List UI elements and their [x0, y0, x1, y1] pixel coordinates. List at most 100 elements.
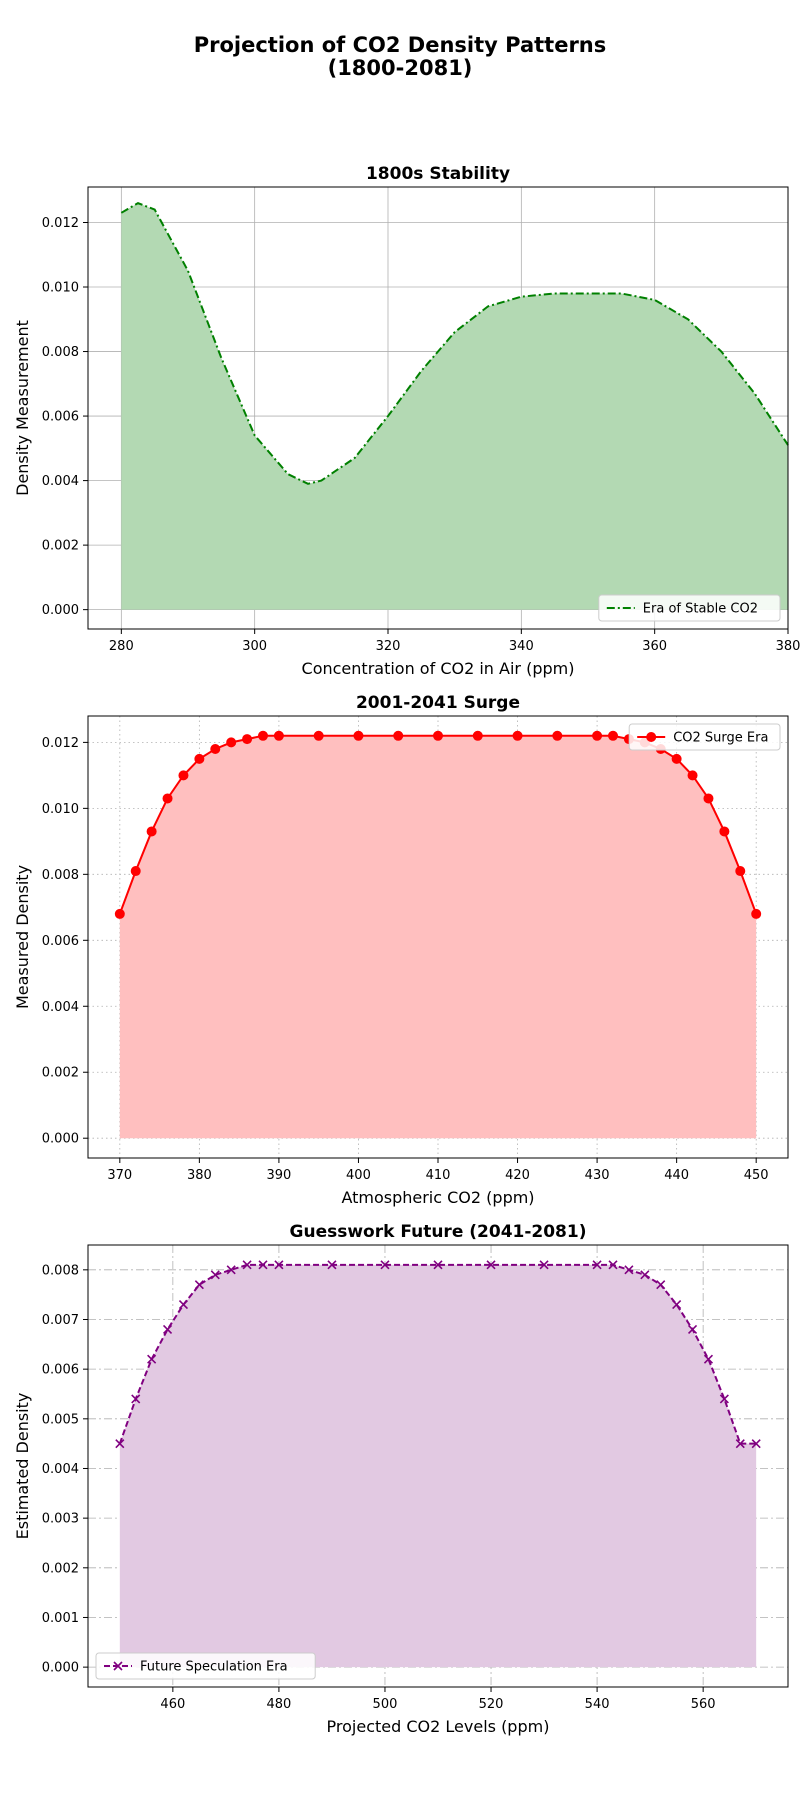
legend: Era of Stable CO2: [598, 594, 781, 622]
data-point: [687, 1324, 698, 1334]
data-point: [592, 730, 603, 741]
y-tick-label: 0.000: [42, 1132, 79, 1147]
x-axis-label: Concentration of CO2 in Air (ppm): [302, 659, 575, 678]
data-point: [539, 1260, 549, 1270]
y-tick-label: 0.004: [42, 1462, 79, 1477]
legend-marker: [113, 1661, 123, 1671]
x-tick-label: 370: [107, 1168, 132, 1183]
y-tick-label: 0.012: [42, 736, 79, 751]
x-tick-label: 460: [160, 1697, 185, 1712]
legend-marker: [646, 732, 657, 742]
data-point: [131, 1394, 141, 1404]
data-point: [274, 1260, 284, 1270]
y-tick-label: 0.002: [42, 539, 79, 554]
x-tick-label: 420: [505, 1168, 530, 1183]
x-tick-label: 340: [509, 639, 534, 654]
y-tick-label: 0.006: [42, 1363, 79, 1378]
x-tick-label: 300: [242, 639, 267, 654]
y-tick-label: 0.000: [42, 1661, 79, 1676]
data-point: [486, 1260, 496, 1270]
data-point: [719, 826, 730, 837]
data-point: [735, 866, 746, 877]
legend-label: Era of Stable CO2: [643, 602, 758, 617]
data-point: [671, 753, 682, 764]
figure-title-line2: (1800-2081): [328, 56, 473, 80]
y-axis-label: Measured Density: [13, 865, 32, 1009]
x-tick-label: 480: [266, 1697, 291, 1712]
data-point: [226, 1265, 236, 1275]
data-point: [258, 1260, 268, 1270]
x-tick-label: 280: [109, 639, 134, 654]
data-point: [552, 730, 563, 741]
series-line: [118, 1263, 757, 1445]
chart-panel-2: 2001-2041 Surge 370 380 390 400 410 420 430 440 4…: [13, 693, 789, 1207]
data-point: [178, 1300, 189, 1310]
legend-label: CO2 Surge Era: [673, 731, 768, 746]
series-area-fill: [121, 203, 788, 610]
data-point: [735, 1439, 745, 1449]
legend-label: Future Speculation Era: [140, 1660, 288, 1675]
legend-box: [598, 594, 781, 622]
x-tick-label: 380: [776, 639, 800, 654]
x-tick-label: 560: [691, 1697, 716, 1712]
chart-panel-1: 1800s Stability 280 300 320 340 360 380 0.000 0.…: [13, 164, 800, 678]
y-tick-label: 0.002: [42, 1066, 79, 1081]
y-axis-label: Density Measurement: [13, 320, 32, 496]
data-point: [130, 866, 141, 877]
data-point: [472, 730, 483, 741]
chart-panels: 1800s Stability 280 300 320 340 360 380 0.000 0.…: [13, 164, 800, 1736]
x-tick-label: 390: [266, 1168, 291, 1183]
data-point: [273, 730, 284, 741]
series-area-fill: [119, 735, 757, 1139]
panel-title: 1800s Stability: [366, 164, 510, 184]
legend: CO2 Surge Era: [628, 723, 781, 751]
data-point: [210, 743, 221, 754]
x-tick-label: 520: [479, 1697, 504, 1712]
data-point: [719, 1394, 729, 1404]
x-tick-label: 430: [585, 1168, 610, 1183]
y-tick-label: 0.003: [42, 1512, 79, 1527]
data-point: [313, 730, 324, 741]
data-point: [433, 730, 443, 741]
x-tick-label: 410: [426, 1168, 451, 1183]
data-point: [608, 730, 618, 741]
data-point: [146, 826, 157, 837]
x-tick-label: 500: [373, 1697, 398, 1712]
data-point: [656, 1280, 666, 1290]
data-point: [327, 1260, 337, 1270]
x-axis-label: Projected CO2 Levels (ppm): [327, 1717, 550, 1736]
data-point: [751, 1439, 761, 1449]
axes-frame: [87, 186, 789, 630]
data-point: [210, 1270, 220, 1280]
y-tick-label: 0.006: [42, 934, 79, 949]
y-tick-label: 0.006: [42, 410, 79, 425]
legend-box: [95, 1652, 316, 1680]
x-tick-label: 440: [664, 1168, 689, 1183]
data-point: [640, 1270, 650, 1280]
y-tick-label: 0.004: [42, 474, 79, 489]
data-point: [242, 1260, 252, 1270]
x-tick-label: 400: [346, 1168, 371, 1183]
data-point: [687, 770, 698, 781]
x-axis-label: Atmospheric CO2 (ppm): [341, 1188, 534, 1207]
data-point: [242, 734, 253, 745]
data-point: [115, 1439, 125, 1449]
figure-title-line1: Projection of CO2 Density Patterns: [194, 33, 607, 57]
data-point: [194, 753, 205, 764]
series-area-fill: [119, 1264, 757, 1668]
data-point: [512, 730, 523, 741]
y-tick-label: 0.010: [42, 281, 79, 296]
data-point: [672, 1300, 682, 1310]
data-point: [258, 730, 268, 741]
y-tick-label: 0.000: [42, 603, 79, 618]
data-point: [433, 1260, 443, 1270]
data-point: [178, 770, 189, 781]
y-tick-label: 0.002: [42, 1561, 79, 1576]
axes-frame: [87, 1244, 789, 1688]
y-tick-label: 0.008: [42, 1263, 79, 1278]
x-tick-label: 450: [744, 1168, 769, 1183]
data-point: [353, 730, 364, 741]
data-point: [592, 1260, 602, 1270]
